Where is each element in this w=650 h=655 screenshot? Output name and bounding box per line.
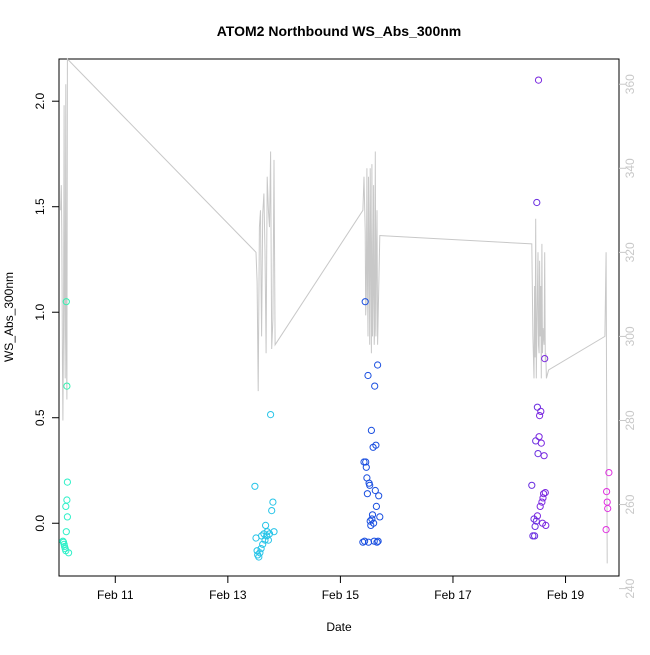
y2-tick-label: 300: [623, 326, 637, 346]
data-point: [540, 452, 548, 460]
y2-tick-label: 260: [623, 494, 637, 514]
y2-tick-label: 240: [623, 578, 637, 598]
data-point: [363, 490, 371, 498]
data-point: [366, 481, 374, 489]
data-point: [537, 439, 545, 447]
data-point: [261, 536, 269, 544]
data-point: [603, 488, 611, 496]
data-point: [269, 498, 277, 506]
data-point: [364, 371, 372, 380]
data-point: [375, 492, 383, 500]
y-tick-label: 0.5: [33, 409, 47, 426]
plot-frame: [58, 58, 620, 577]
data-point: [371, 382, 379, 390]
x-tick-label: Feb 11: [97, 588, 134, 602]
data-point: [268, 507, 276, 515]
data-point: [536, 412, 544, 420]
data-point: [542, 521, 550, 530]
data-point: [534, 450, 542, 458]
data-point: [528, 481, 536, 489]
x-tick-label: Feb 17: [434, 588, 472, 602]
data-point: [372, 502, 380, 510]
data-point: [256, 549, 264, 557]
data-point: [372, 441, 380, 449]
data-point: [534, 76, 543, 84]
x-tick-label: Feb 15: [322, 588, 360, 602]
data-point: [265, 530, 274, 538]
data-point: [251, 482, 259, 490]
secondary-trace-line: [60, 57, 608, 564]
y2-tick-label: 320: [623, 242, 637, 262]
y-tick-label: 2.0: [33, 93, 47, 110]
y2-axis: 240 260 280 300 320 340 360: [619, 74, 637, 599]
data-point: [602, 526, 610, 534]
data-point: [541, 489, 549, 497]
data-point: [257, 545, 265, 553]
data-point: [540, 490, 548, 498]
data-point: [533, 512, 542, 520]
data-point: [361, 537, 369, 545]
data-point: [532, 517, 540, 525]
data-point: [536, 502, 544, 510]
data-point: [537, 407, 545, 415]
data-point: [362, 458, 370, 466]
data-point: [262, 521, 270, 530]
data-point: [63, 478, 72, 486]
secondary-trace-layer: [60, 57, 608, 564]
y-axis: 0.0 0.5 1.0 1.5 2.0: [33, 93, 59, 532]
data-point: [65, 549, 73, 557]
data-point: [62, 528, 70, 536]
data-point: [374, 361, 382, 369]
data-point: [541, 355, 549, 363]
x-axis: Feb 11 Feb 13 Feb 15 Feb 17 Feb 19: [97, 576, 585, 602]
y-tick-label: 0.0: [33, 515, 47, 532]
x-axis-label: Date: [326, 620, 352, 634]
data-point: [535, 433, 543, 441]
data-point: [531, 522, 539, 531]
data-point: [359, 538, 367, 546]
data-point: [604, 504, 612, 513]
y-axis-label: WS_Abs_300nm: [2, 272, 16, 362]
data-point: [368, 511, 377, 519]
y-tick-label: 1.5: [33, 198, 47, 215]
data-point: [533, 403, 542, 411]
data-point: [367, 426, 375, 434]
y-tick-label: 1.0: [33, 304, 47, 321]
y2-tick-label: 280: [623, 410, 637, 430]
points-layer: [59, 76, 613, 561]
data-point: [270, 528, 278, 536]
y2-tick-label: 360: [623, 74, 637, 94]
data-point: [371, 486, 379, 495]
data-point: [373, 538, 381, 546]
data-point: [63, 513, 72, 521]
data-point: [263, 528, 271, 536]
data-point: [63, 382, 71, 390]
data-point: [376, 513, 384, 521]
data-point: [605, 469, 613, 477]
data-point: [533, 198, 541, 207]
data-point: [63, 496, 71, 504]
data-point: [259, 540, 267, 548]
data-point: [255, 553, 263, 561]
x-tick-label: Feb 19: [547, 588, 585, 602]
data-point: [362, 463, 370, 471]
data-point: [531, 532, 539, 540]
x-tick-label: Feb 13: [209, 588, 247, 602]
data-point: [62, 298, 70, 306]
y2-tick-label: 340: [623, 158, 637, 178]
data-point: [370, 519, 378, 527]
data-point: [361, 298, 369, 306]
chart-title: ATOM2 Northbound WS_Abs_300nm: [217, 23, 462, 39]
data-point: [62, 502, 70, 510]
data-point: [374, 537, 382, 545]
data-point: [368, 515, 376, 523]
data-point: [267, 411, 275, 419]
data-point: [538, 498, 546, 506]
